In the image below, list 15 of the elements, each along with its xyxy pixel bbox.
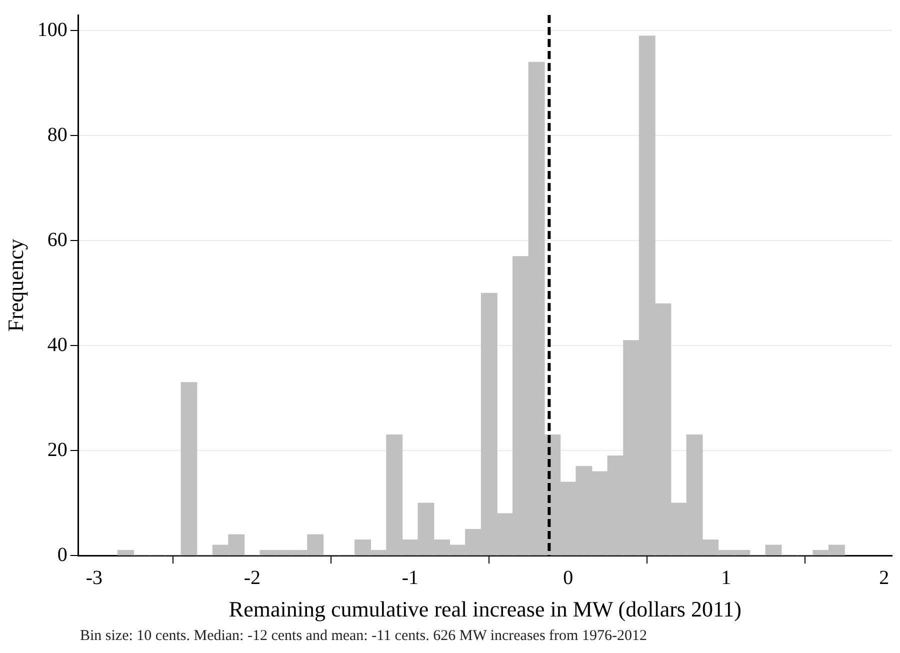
x-tick-label: -3 [86,566,103,589]
y-tick-label: 60 [47,228,68,251]
y-tick-label: 40 [47,334,68,356]
y-tick-label: 100 [37,18,68,41]
y-tick-label: 80 [47,124,68,146]
y-tick-label: 0 [57,544,68,566]
text: Bin size: 10 cents. Median: -12 cents and mean: -11 cents. 626 MW increases from 1976-2012 [80,628,648,645]
x-tick-label: 0 [563,566,574,589]
y-axis-title: Frequency [2,238,28,332]
y-tick-label: 20 [47,438,68,461]
x-axis-title: Remaining cumulative real increase in MW (dollars 2011) [228,596,742,622]
x-tick-label: 1 [721,566,732,589]
x-tick-label: 2 [879,566,890,589]
x-tick-label: -1 [402,566,418,589]
x-tick-label: -2 [244,566,261,589]
